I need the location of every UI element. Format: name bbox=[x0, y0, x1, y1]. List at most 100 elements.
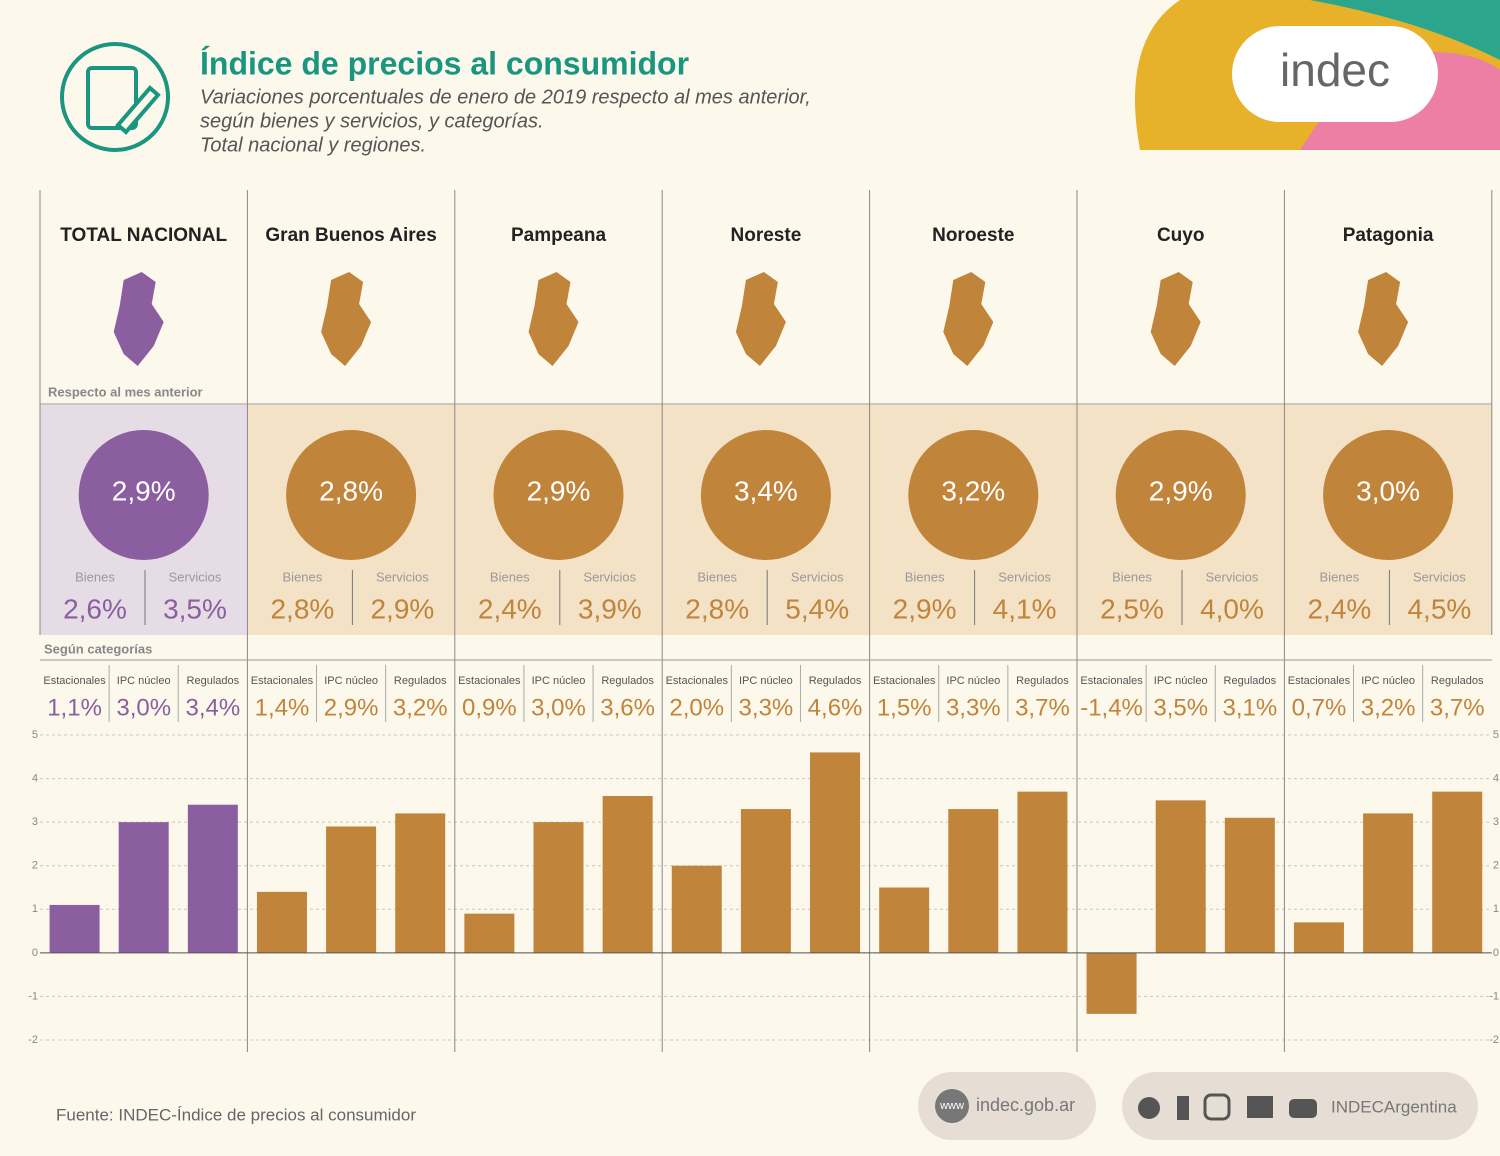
bienes-label: Bienes bbox=[490, 569, 530, 584]
region-name: Patagonia bbox=[1343, 225, 1434, 246]
category-value: 3,3% bbox=[739, 694, 794, 721]
logo-badge bbox=[1232, 26, 1438, 122]
region-map bbox=[943, 272, 994, 366]
header-icon bbox=[115, 85, 161, 135]
social-icon bbox=[1177, 1096, 1189, 1120]
category-label: Regulados bbox=[1431, 675, 1484, 687]
total-bubble bbox=[493, 430, 624, 560]
social-icon bbox=[1138, 1097, 1160, 1119]
category-label: Estacionales bbox=[873, 675, 936, 687]
bienes-label: Bienes bbox=[1112, 569, 1152, 584]
bar bbox=[1363, 813, 1414, 953]
bienes-label: Bienes bbox=[905, 569, 945, 584]
header-icon bbox=[86, 66, 138, 130]
category-label: IPC núcleo bbox=[739, 675, 793, 687]
bienes-value: 2,5% bbox=[1100, 593, 1164, 624]
region-name: Pampeana bbox=[511, 225, 606, 246]
bar bbox=[464, 913, 515, 953]
servicios-value: 3,9% bbox=[578, 593, 642, 624]
www-icon bbox=[935, 1089, 969, 1123]
y-tick-label: 2 bbox=[32, 860, 38, 872]
total-bubble bbox=[1323, 430, 1454, 560]
total-value: 2,8% bbox=[319, 475, 383, 506]
bar bbox=[395, 813, 446, 953]
category-label: IPC núcleo bbox=[532, 675, 586, 687]
bienes-value: 2,9% bbox=[893, 593, 957, 624]
bienes-label: Bienes bbox=[1320, 569, 1360, 584]
y-tick-label: 2 bbox=[1493, 860, 1499, 872]
bienes-value: 2,8% bbox=[270, 593, 334, 624]
bar bbox=[948, 809, 999, 953]
total-bubble bbox=[1115, 430, 1246, 560]
category-label: Estacionales bbox=[43, 675, 106, 687]
logo-text: indec bbox=[1280, 44, 1390, 96]
region-map bbox=[113, 272, 164, 366]
category-value: 1,4% bbox=[255, 694, 310, 721]
category-value: 3,0% bbox=[116, 694, 171, 721]
bar bbox=[671, 865, 722, 953]
bar bbox=[740, 809, 791, 953]
region-name: Cuyo bbox=[1157, 225, 1205, 246]
bienes-label: Bienes bbox=[75, 569, 115, 584]
category-value: -1,4% bbox=[1080, 694, 1143, 721]
www-text: www bbox=[939, 1100, 964, 1112]
bar bbox=[533, 822, 584, 953]
y-tick-label: 3 bbox=[32, 816, 38, 828]
bienes-value: 2,4% bbox=[1307, 593, 1371, 624]
subtitle: Variaciones porcentuales de enero de 201… bbox=[200, 86, 811, 108]
bar bbox=[1017, 791, 1068, 953]
category-label: IPC núcleo bbox=[324, 675, 378, 687]
region-map bbox=[1150, 272, 1201, 366]
bienes-value: 2,8% bbox=[685, 593, 749, 624]
categories-caption: Según categorías bbox=[44, 641, 152, 656]
title: Índice de precios al consumidor bbox=[200, 45, 689, 81]
subtitle: Total nacional y regiones. bbox=[200, 134, 426, 156]
total-value: 2,9% bbox=[527, 475, 591, 506]
category-label: IPC núcleo bbox=[1154, 675, 1208, 687]
region-name: Noreste bbox=[731, 225, 802, 246]
logo-shape bbox=[1310, 0, 1500, 60]
y-tick-label: 4 bbox=[1493, 772, 1499, 784]
total-bubble bbox=[286, 430, 417, 560]
category-label: Estacionales bbox=[666, 675, 729, 687]
bar bbox=[879, 887, 930, 953]
category-value: 2,0% bbox=[669, 694, 724, 721]
category-value: 0,9% bbox=[462, 694, 517, 721]
category-value: 1,5% bbox=[877, 694, 932, 721]
category-value: 3,5% bbox=[1153, 694, 1208, 721]
category-value: 3,6% bbox=[600, 694, 655, 721]
category-value: 4,6% bbox=[808, 694, 863, 721]
chart: -2 -2 -1 -1 0 0 1 1 2 2 3 3 4 4 5 5 TOTAL NACIONAL 2,9% Bi… bbox=[28, 190, 1499, 1052]
y-tick-label: -1 bbox=[28, 990, 38, 1002]
bar bbox=[810, 752, 861, 953]
category-label: Regulados bbox=[187, 675, 240, 687]
bar bbox=[1293, 922, 1344, 953]
category-label: Estacionales bbox=[1288, 675, 1351, 687]
y-tick-label: 5 bbox=[1493, 729, 1499, 741]
bar bbox=[602, 796, 653, 953]
y-tick-label: 5 bbox=[32, 729, 38, 741]
summary-caption: Respecto al mes anterior bbox=[48, 384, 203, 399]
category-label: IPC núcleo bbox=[117, 675, 171, 687]
servicios-label: Servicios bbox=[1206, 569, 1259, 584]
category-value: 3,7% bbox=[1015, 694, 1070, 721]
total-bubble bbox=[78, 430, 209, 560]
servicios-label: Servicios bbox=[998, 569, 1051, 584]
servicios-value: 4,0% bbox=[1200, 593, 1264, 624]
category-value: 3,2% bbox=[1361, 694, 1416, 721]
y-tick-label: -2 bbox=[28, 1034, 38, 1046]
category-label: Regulados bbox=[394, 675, 447, 687]
total-bubble bbox=[700, 430, 831, 560]
category-value: 1,1% bbox=[47, 694, 102, 721]
category-value: 3,4% bbox=[185, 694, 240, 721]
source: Fuente: INDEC-Índice de precios al consu… bbox=[56, 1105, 416, 1124]
bar bbox=[326, 826, 377, 953]
total-value: 3,4% bbox=[734, 475, 798, 506]
bienes-value: 2,4% bbox=[478, 593, 542, 624]
category-value: 0,7% bbox=[1292, 694, 1347, 721]
servicios-value: 4,1% bbox=[993, 593, 1057, 624]
y-tick-label: 0 bbox=[32, 947, 38, 959]
bar bbox=[1432, 791, 1483, 953]
bar bbox=[1155, 800, 1206, 953]
